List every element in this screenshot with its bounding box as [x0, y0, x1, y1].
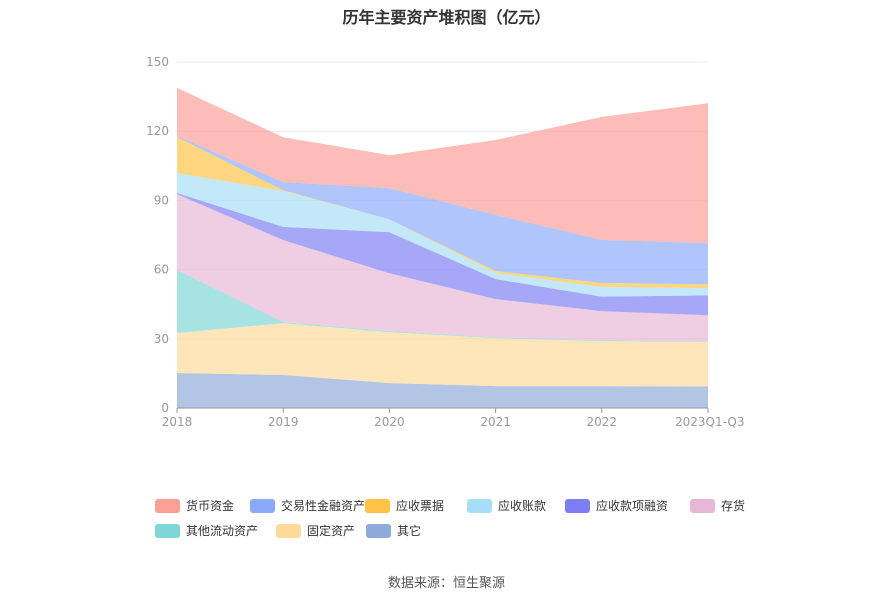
legend-label: 其他流动资产 [186, 524, 259, 538]
legend-label: 货币资金 [186, 499, 235, 513]
legend-swatch [366, 523, 391, 538]
x-tick-label: 2022 [587, 415, 618, 429]
legend-label: 存货 [721, 499, 746, 513]
legend-item[interactable]: 应收账款 [467, 497, 546, 514]
legend-item[interactable]: 固定资产 [276, 522, 355, 539]
y-tick-label: 120 [146, 124, 169, 138]
legend-swatch [155, 523, 180, 538]
legend-swatch [250, 498, 275, 513]
legend-label: 应收票据 [396, 499, 445, 513]
legend-item[interactable]: 应收款项融资 [565, 497, 668, 514]
source-note: 数据来源：恒生聚源 [387, 576, 505, 591]
x-tick-label: 2020 [374, 415, 405, 429]
legend-item[interactable]: 其它 [366, 522, 421, 539]
legend-label: 交易性金融资产 [281, 499, 366, 513]
legend-label: 固定资产 [307, 524, 356, 538]
area-5 [177, 172, 708, 297]
y-tick-label: 30 [154, 332, 169, 346]
area-1 [177, 323, 708, 387]
y-tick-label: 90 [154, 193, 169, 207]
chart-title: 历年主要资产堆积图（亿元） [342, 8, 551, 27]
x-tick-label: 2021 [480, 415, 511, 429]
legend-label: 应收账款 [498, 499, 547, 513]
area-4 [177, 193, 708, 316]
legend-swatch [690, 498, 715, 513]
area-3 [177, 194, 708, 342]
legend-item[interactable]: 应收票据 [365, 497, 444, 514]
legend-swatch [565, 498, 590, 513]
legend-item[interactable]: 货币资金 [155, 497, 234, 514]
legend-item[interactable]: 存货 [690, 497, 745, 514]
y-tick-label: 150 [146, 55, 169, 69]
legend-label: 应收款项融资 [596, 499, 669, 513]
area-0 [177, 372, 708, 408]
legend-item[interactable]: 交易性金融资产 [250, 497, 365, 514]
legend-item[interactable]: 其他流动资产 [155, 522, 258, 539]
area-7 [177, 135, 708, 285]
x-tick-label: 2023Q1-Q3 [675, 415, 744, 429]
legend-swatch [276, 523, 301, 538]
legend-swatch [365, 498, 390, 513]
x-tick-label: 2019 [268, 415, 299, 429]
legend-swatch [155, 498, 180, 513]
legend-swatch [467, 498, 492, 513]
y-tick-label: 0 [161, 401, 169, 415]
legend-label: 其它 [397, 524, 422, 538]
area-8 [177, 87, 708, 244]
x-tick-label: 2018 [162, 415, 193, 429]
y-tick-label: 60 [154, 263, 169, 277]
